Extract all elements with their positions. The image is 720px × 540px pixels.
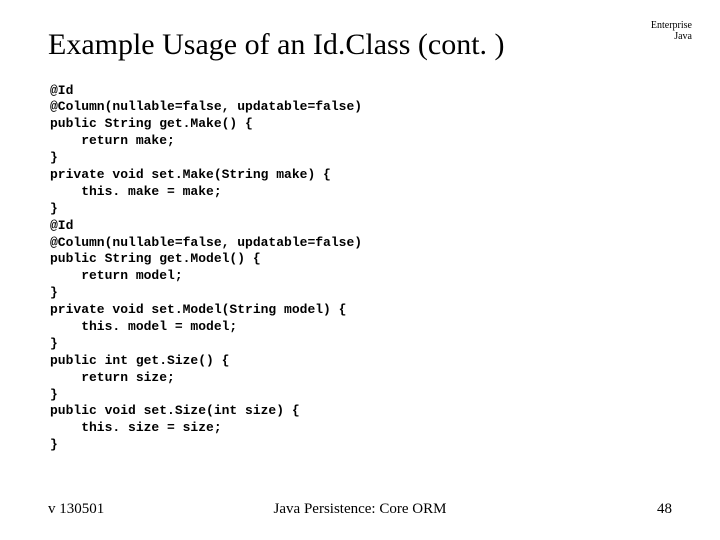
slide-title: Example Usage of an Id.Class (cont. ) [48,28,672,63]
title-row: Example Usage of an Id.Class (cont. ) En… [48,28,672,63]
footer: v 130501 Java Persistence: Core ORM 48 [48,501,672,518]
code-block: @Id @Column(nullable=false, updatable=fa… [50,83,672,455]
corner-line2: Java [651,31,692,42]
footer-title: Java Persistence: Core ORM [274,501,447,518]
corner-label: Enterprise Java [651,20,692,42]
footer-page-number: 48 [657,501,672,518]
slide: Example Usage of an Id.Class (cont. ) En… [0,0,720,540]
corner-line1: Enterprise [651,20,692,31]
footer-version: v 130501 [48,501,104,518]
